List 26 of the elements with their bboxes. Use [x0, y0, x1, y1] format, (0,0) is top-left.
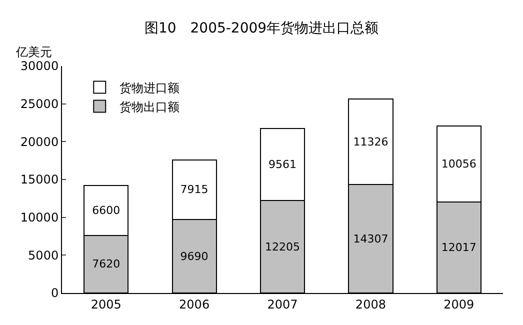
y-tick-label: 5000 — [28, 248, 59, 262]
legend-label: 货物出口额 — [120, 100, 180, 114]
data-label: 9690 — [180, 250, 208, 263]
data-label: 12205 — [265, 240, 300, 254]
data-label: 7915 — [180, 183, 208, 196]
data-label: 6600 — [92, 204, 120, 217]
x-tick-label: 2005 — [90, 297, 122, 312]
y-tick-label: 10000 — [20, 210, 59, 225]
chart-title: 图10 2005-2009年货物进出口总额 — [144, 20, 379, 37]
y-tick-label: 15000 — [20, 172, 59, 187]
data-label: 12017 — [441, 241, 476, 254]
data-label: 7620 — [92, 258, 120, 271]
x-tick-label: 2008 — [355, 297, 386, 312]
y-tick-label: 25000 — [20, 97, 59, 112]
legend-label: 货物进口额 — [120, 80, 180, 95]
y-tick-label: 30000 — [20, 59, 59, 74]
y-tick-label: 20000 — [20, 134, 59, 149]
x-tick-label: 2007 — [267, 297, 298, 312]
data-label: 9561 — [268, 158, 296, 171]
y-tick-label: 0 — [50, 286, 59, 300]
data-label: 14307 — [353, 232, 388, 246]
x-tick-label: 2009 — [444, 297, 474, 312]
x-tick-label: 2006 — [179, 297, 210, 312]
data-label: 11326 — [353, 135, 388, 148]
data-label: 10056 — [441, 158, 476, 171]
y-axis-title: 亿美元 — [15, 45, 52, 59]
